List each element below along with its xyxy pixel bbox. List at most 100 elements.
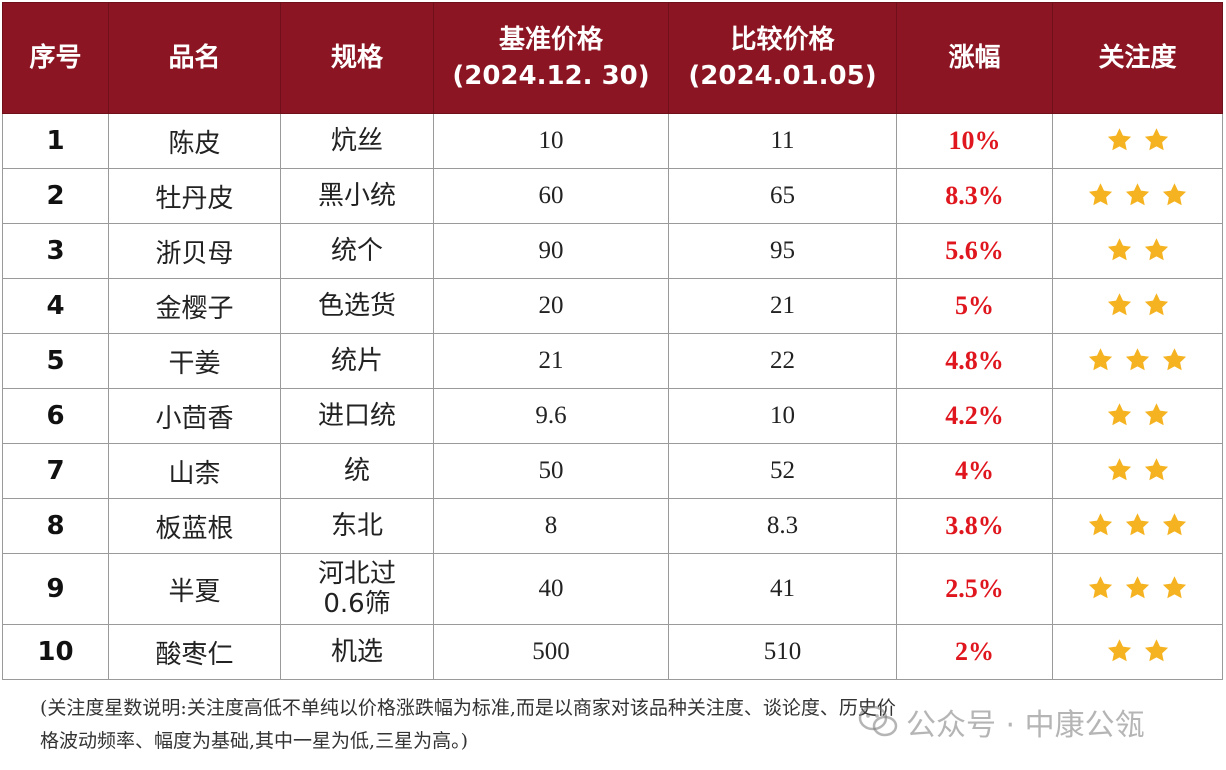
star-rating [1106,291,1170,318]
price-table: 序号 品名 规格 基准价格 (2024.12. 30) 比较价格 (2024.0… [2,2,1223,680]
table-row: 1 陈皮 炕丝 10 11 10% [2,113,1223,169]
star-icon [1144,457,1168,480]
star-icon [1107,638,1131,661]
row-spec-line: 进口统 [317,401,396,431]
row-spec: 河北过 0.6筛 [280,553,434,625]
row-name: 半夏 [108,553,281,625]
header-spec: 规格 [280,2,434,114]
row-spec-line: 统个 [330,236,383,266]
row-base-price: 90 [433,223,669,279]
table-row: 10 酸枣仁 机选 500 510 2% [2,624,1223,680]
row-spec-line: 河北过 [317,559,396,589]
row-index: 8 [2,498,109,554]
header-attention: 关注度 [1052,2,1223,114]
row-base-price: 21 [433,333,669,389]
wechat-icon [858,705,898,737]
star-icon [1107,237,1131,260]
star-rating [1087,181,1188,208]
row-change: 2.5% [896,553,1053,625]
star-rating [1106,456,1170,483]
row-name: 金樱子 [108,278,281,334]
row-spec: 黑小统 [280,168,434,224]
row-compare-price: 52 [668,443,897,499]
row-attention [1052,278,1223,334]
row-name: 酸枣仁 [108,624,281,680]
star-icon [1162,575,1187,598]
row-change: 4% [896,443,1053,499]
star-rating [1087,511,1188,538]
star-icon [1107,292,1131,315]
row-change: 10% [896,113,1053,169]
row-compare-price: 510 [668,624,897,680]
row-name: 山柰 [108,443,281,499]
star-icon [1125,347,1150,370]
row-compare-price: 11 [668,113,897,169]
star-icon [1144,237,1168,260]
row-spec-line: 统片 [330,346,383,376]
star-icon [1144,292,1168,315]
table-row: 3 浙贝母 统个 90 95 5.6% [2,223,1223,279]
row-compare-price: 41 [668,553,897,625]
row-change: 5.6% [896,223,1053,279]
header-index: 序号 [2,2,109,114]
row-change: 8.3% [896,168,1053,224]
star-icon [1144,402,1168,425]
header-row: 序号 品名 规格 基准价格 (2024.12. 30) 比较价格 (2024.0… [2,2,1223,114]
row-spec-line: 0.6筛 [323,589,391,619]
star-icon [1144,127,1168,150]
row-attention [1052,223,1223,279]
header-base-price-label: 基准价格 [498,25,603,55]
star-icon [1125,575,1150,598]
row-spec-line: 炕丝 [330,126,383,156]
row-change: 3.8% [896,498,1053,554]
row-index: 3 [2,223,109,279]
star-icon [1107,457,1131,480]
table-row: 6 小茴香 进口统 9.6 10 4.2% [2,388,1223,444]
row-spec: 炕丝 [280,113,434,169]
watermark: 公众号 · 中康公瓴 [858,700,1145,744]
header-name: 品名 [108,2,281,114]
table-row: 2 牡丹皮 黑小统 60 65 8.3% [2,168,1223,224]
row-attention [1052,333,1223,389]
table-row: 7 山柰 统 50 52 4% [2,443,1223,499]
row-attention [1052,624,1223,680]
row-base-price: 20 [433,278,669,334]
table-row: 5 干姜 统片 21 22 4.8% [2,333,1223,389]
row-index: 4 [2,278,109,334]
row-attention [1052,388,1223,444]
row-compare-price: 65 [668,168,897,224]
row-spec: 色选货 [280,278,434,334]
row-change: 4.8% [896,333,1053,389]
star-icon [1125,182,1150,205]
header-compare-price-label: 比较价格 [730,25,835,55]
header-base-price-date: (2024.12. 30) [452,61,650,91]
row-index: 9 [2,553,109,625]
row-compare-price: 8.3 [668,498,897,554]
row-spec-line: 统 [343,456,370,486]
star-icon [1107,402,1131,425]
row-base-price: 50 [433,443,669,499]
star-icon [1088,512,1113,535]
row-index: 7 [2,443,109,499]
row-spec: 机选 [280,624,434,680]
row-change: 4.2% [896,388,1053,444]
star-icon [1088,575,1113,598]
row-base-price: 9.6 [433,388,669,444]
footnote: (关注度星数说明:关注度高低不单纯以价格涨跌幅为标准,而是以商家对该品种关注度、… [40,692,1190,758]
row-base-price: 60 [433,168,669,224]
row-change: 2% [896,624,1053,680]
row-name: 陈皮 [108,113,281,169]
row-spec-line: 机选 [330,637,383,667]
watermark-text: 公众号 · 中康公瓴 [906,708,1145,743]
row-attention [1052,498,1223,554]
header-compare-price: 比较价格 (2024.01.05) [668,2,897,114]
table-row: 9 半夏 河北过 0.6筛 40 41 2.5% [2,553,1223,625]
row-attention [1052,553,1223,625]
row-base-price: 10 [433,113,669,169]
footnote-line-1: (关注度星数说明:关注度高低不单纯以价格涨跌幅为标准,而是以商家对该品种关注度、… [40,697,896,719]
star-icon [1162,347,1187,370]
table-body: 1 陈皮 炕丝 10 11 10% 2 牡丹皮 黑小统 60 65 8.3% 3 浙贝母 统个 90 95 5.6… [2,113,1223,680]
row-index: 10 [2,624,109,680]
row-compare-price: 10 [668,388,897,444]
row-spec: 东北 [280,498,434,554]
